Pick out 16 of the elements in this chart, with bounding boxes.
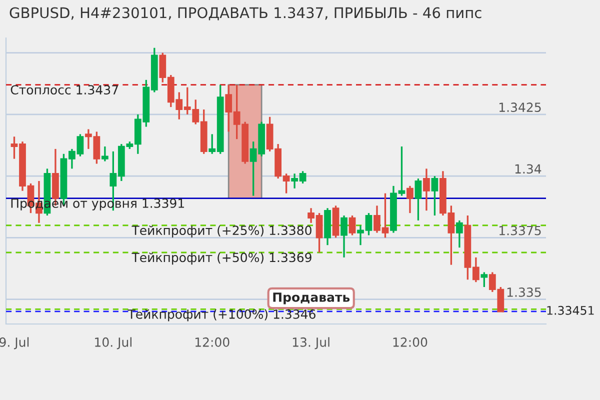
y-tick-label: 1.34 — [515, 164, 542, 174]
annotation: Продавать — [273, 292, 350, 304]
y-tick-label: 1.3375 — [499, 226, 541, 236]
x-tick-label: 13. Jul — [292, 337, 330, 350]
ref-line-label: Стоплосс 1.3437 — [10, 85, 118, 95]
ref-line-label: Тейкпрофит (+100%) 1.3346 — [128, 309, 316, 322]
x-tick-label: 10. Jul — [95, 337, 132, 350]
x-tick-label: 9. Jul — [0, 337, 29, 350]
x-tick-label: 12:00 — [393, 337, 428, 347]
chart-title: GBPUSD, H4#230101, ПРОДАВАТЬ 1.3437, ПРИБЫЛЬ - 46 пипс — [10, 7, 482, 20]
ref-line-label: Тейкпрофит (+25%) 1.3380 — [132, 225, 312, 238]
ref-line-label: 1.33451 — [547, 306, 594, 315]
y-tick-label: 1.3425 — [499, 102, 541, 112]
x-tick-label: 12:00 — [195, 337, 230, 347]
ref-line-label: Тейкпрофит (+50%) 1.3369 — [132, 252, 312, 265]
y-tick-label: 1.335 — [507, 287, 541, 297]
